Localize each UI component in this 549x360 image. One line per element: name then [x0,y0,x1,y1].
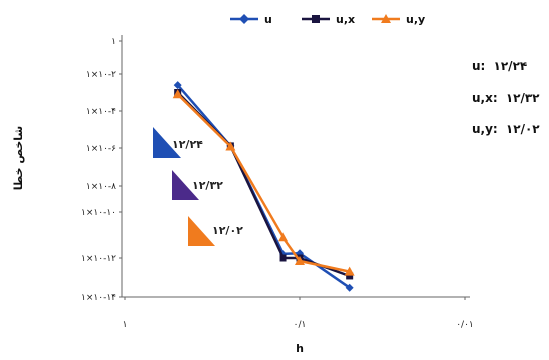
legend-item-uy: u,y [372,13,425,26]
y-tick-label: ۱×۱۰-۱۰ [81,208,116,218]
series-ux-point [346,272,354,280]
series-uy-point [225,141,236,151]
slope-triangle-uy-shape [188,216,215,246]
series-uy-point [295,256,305,266]
y-axis-ticks: ۱ ۱×۱۰-۲ ۱×۱۰-۴ ۱×۱۰-۶ ۱×۱۰-۸ ۱×۱۰-۱۰ ۱×۱۰-۱۲ ۱… [81,37,122,303]
annotation-ux-key: u,x: [472,91,498,105]
y-tick-label: ۱×۱۰-۱۴ [81,293,116,303]
annotation-u-value: ۱۲/۲۴ [494,59,528,73]
legend-item-ux: u,x [302,13,355,26]
legend-marker-ux [312,15,320,23]
y-tick-label: ۱ [111,37,116,47]
series-uy-point [344,266,355,276]
slope-triangle-ux-shape [172,170,199,200]
legend-label-u: u [264,13,272,26]
slope-triangle-ux: ۱۲/۳۲ [172,170,223,200]
series-uy-point [278,232,289,242]
annotation-ux-value: ۱۲/۳۲ [506,91,540,105]
rate-annotations: u: ۱۲/۲۴ u,x: ۱۲/۳۲ u,y: ۱۲/۰۲ [472,59,540,136]
legend: u u,x u,y [230,13,425,26]
slope-triangle-u-shape [153,127,181,158]
series-uy-point [172,89,183,99]
slope-triangle-ux-label: ۱۲/۳۲ [192,179,223,192]
annotation-uy-value: ۱۲/۰۲ [506,122,540,136]
series-uy [172,89,355,276]
y-tick-label: ۱×۱۰-۶ [86,144,116,154]
x-tick-label: ۰/۱ [294,320,307,330]
annotation-uy: u,y: ۱۲/۰۲ [472,122,540,136]
annotation-uy-key: u,y: [472,122,498,136]
slope-triangle-uy-label: ۱۲/۰۲ [212,224,243,237]
series-ux-point [279,254,287,262]
legend-marker-uy [381,14,391,23]
slope-triangle-uy: ۱۲/۰۲ [188,216,243,246]
x-axis-title: h [296,342,304,355]
x-axis-ticks: ۱ ۰/۱ ۰/۰۱ [123,297,474,330]
y-tick-label: ۱×۱۰-۸ [86,182,116,192]
legend-label-ux: u,x [336,13,355,26]
y-axis-title: شاخص خطا [12,126,25,191]
slope-triangle-u: ۱۲/۲۴ [153,127,203,158]
annotation-ux: u,x: ۱۲/۳۲ [472,91,540,105]
series-u-point [345,283,354,292]
series-u-point [173,81,182,90]
annotation-u-key: u: [472,59,485,73]
slope-triangle-u-label: ۱۲/۲۴ [172,138,203,151]
legend-label-uy: u,y [406,13,425,26]
annotation-u: u: ۱۲/۲۴ [472,59,527,73]
legend-item-u: u [230,13,272,26]
y-tick-label: ۱×۱۰-۲ [86,70,116,80]
y-tick-label: ۱×۱۰-۱۲ [81,254,116,264]
x-tick-label: ۱ [123,320,128,330]
legend-marker-u [239,14,249,24]
y-tick-label: ۱×۱۰-۴ [86,107,116,117]
series-layer [172,81,355,292]
slope-triangles: ۱۲/۲۴ ۱۲/۳۲ ۱۲/۰۲ [153,127,243,246]
x-tick-label: ۰/۰۱ [456,320,474,330]
